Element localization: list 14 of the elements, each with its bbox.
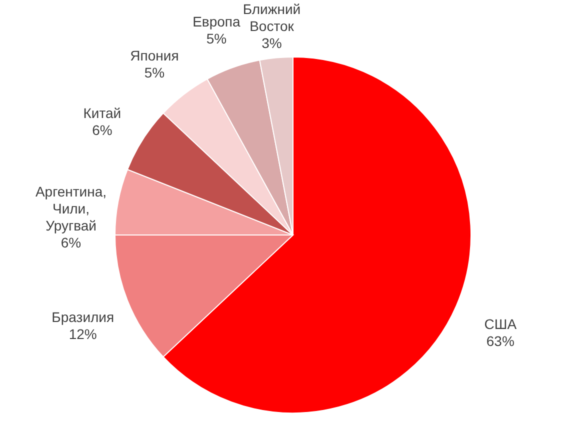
slice-label: США	[484, 316, 518, 332]
slice-label: Китай	[83, 104, 122, 121]
data-label: 5%	[144, 64, 165, 80]
slice-label: Япония	[130, 47, 179, 64]
data-label: 12%	[68, 326, 97, 342]
data-label: 63%	[486, 332, 514, 349]
data-label: 5%	[206, 30, 227, 46]
data-label: 3%	[262, 35, 282, 52]
slice-label: Ближний Восток	[242, 1, 301, 34]
slice-label: Бразилия	[52, 309, 114, 326]
slice-label: Аргентина, Чили, Уругвай	[35, 184, 107, 234]
slice-label: Европа	[192, 13, 241, 30]
data-label: 6%	[92, 122, 112, 138]
data-label: 6%	[60, 234, 82, 251]
